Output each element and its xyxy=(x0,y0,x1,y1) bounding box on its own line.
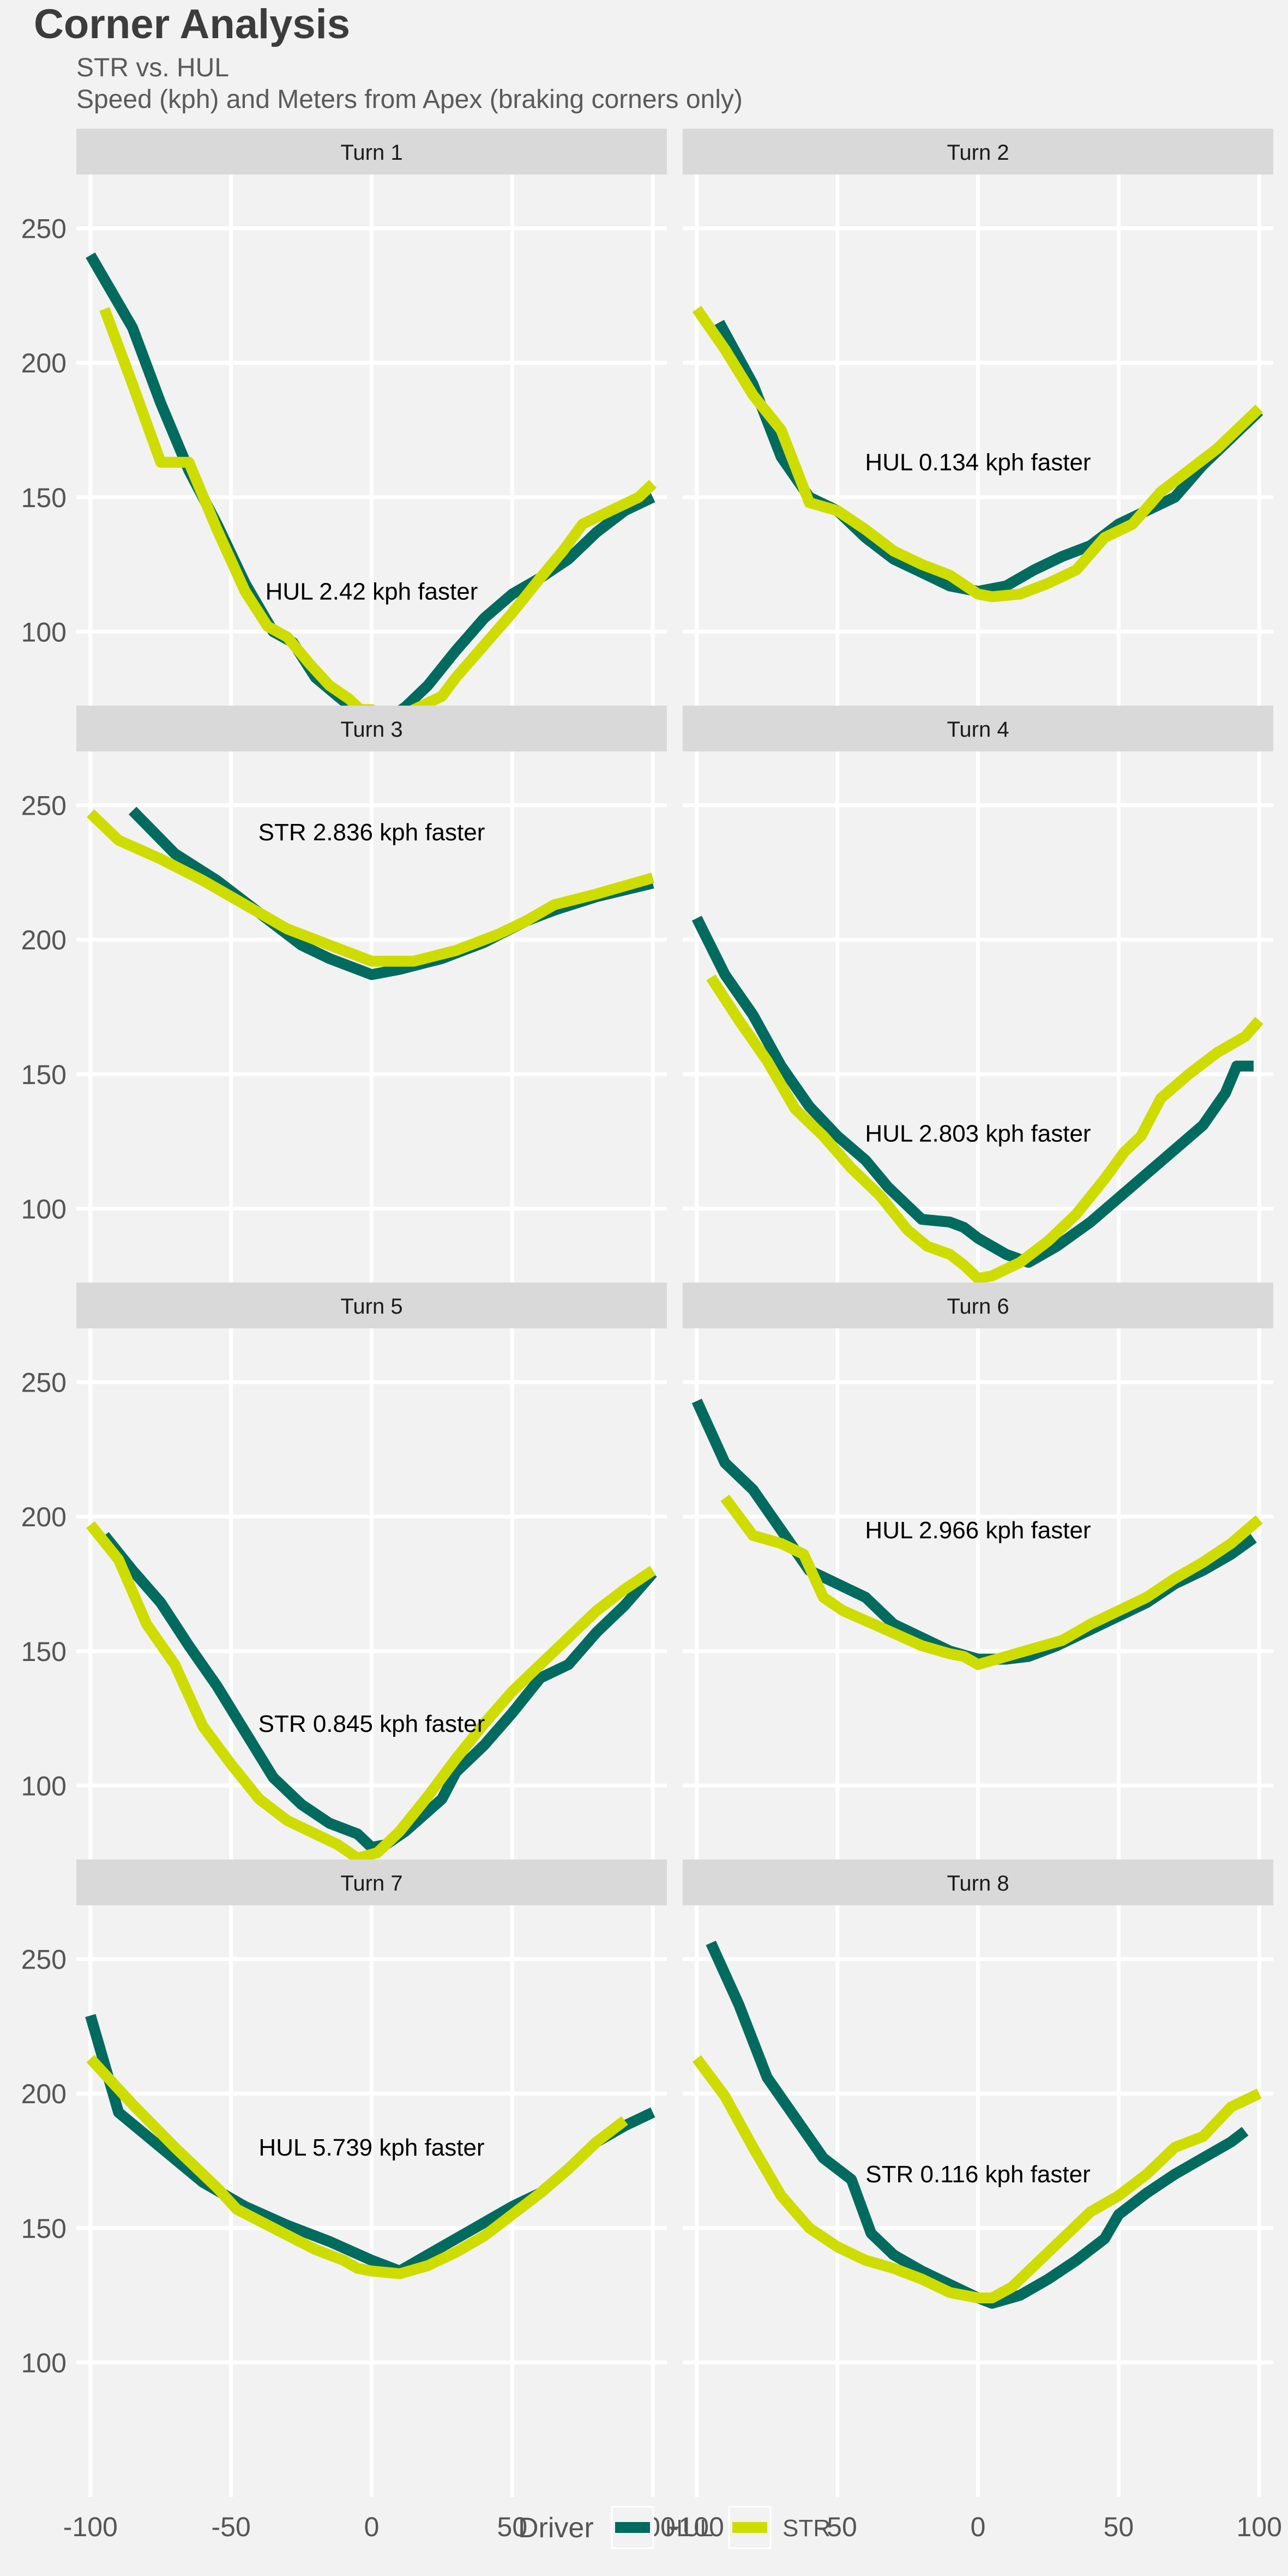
x-tick-label: -100 xyxy=(63,2512,118,2542)
facet-strip xyxy=(683,1283,1273,1328)
difference-annotation: HUL 0.134 kph faster xyxy=(865,449,1091,476)
facet-panel: Turn 8 STR 0.116 kph faster -100 -50 0 50 100 xyxy=(670,1859,1282,2542)
legend-label: STR xyxy=(783,2515,830,2542)
facet-strip xyxy=(683,1859,1273,1905)
legend: Driver HUL STR xyxy=(518,2506,830,2549)
facet-panel: Turn 2 HUL 0.134 kph faster xyxy=(683,129,1273,766)
series-line-str xyxy=(86,1521,656,1864)
facet-strip xyxy=(76,1283,667,1328)
facet-strip xyxy=(76,706,667,751)
facet-label: Turn 2 xyxy=(947,141,1009,165)
facet-strip xyxy=(76,129,667,174)
facet-label: Turn 5 xyxy=(340,1295,402,1319)
facet-label: Turn 7 xyxy=(340,1871,402,1895)
difference-annotation: STR 0.845 kph faster xyxy=(258,1711,485,1737)
x-tick-label: 0 xyxy=(364,2512,380,2542)
facet-label: Turn 4 xyxy=(947,718,1009,742)
y-tick-label: 100 xyxy=(21,617,67,647)
difference-annotation: STR 2.836 kph faster xyxy=(258,819,485,846)
chart-title: Corner Analysis xyxy=(34,1,350,47)
series-line-str xyxy=(720,1494,1263,1670)
series-line-str xyxy=(86,809,654,967)
y-tick-label: 250 xyxy=(21,1945,67,1975)
facet-panel: Turn 6 HUL 2.966 kph faster xyxy=(683,1283,1273,1920)
y-tick-label: 200 xyxy=(21,1502,67,1532)
x-tick-label: -50 xyxy=(212,2512,251,2542)
x-tick-label: -50 xyxy=(818,2512,857,2542)
x-tick-label: 50 xyxy=(497,2512,528,2542)
y-tick-label: 150 xyxy=(21,483,67,513)
x-tick-label: 0 xyxy=(971,2512,986,2542)
x-tick-label: 50 xyxy=(1104,2512,1134,2542)
y-tick-label: 200 xyxy=(21,348,67,378)
y-tick-label: 250 xyxy=(21,1368,67,1398)
difference-annotation: HUL 2.42 kph faster xyxy=(266,578,478,605)
x-tick-label: 100 xyxy=(1236,2512,1281,2542)
y-tick-label: 150 xyxy=(21,2213,67,2244)
facet-panel: Turn 1 HUL 2.42 kph faster 100 150 200 250 xyxy=(21,129,667,766)
x-tick-label: -100 xyxy=(670,2512,724,2542)
facet-label: Turn 6 xyxy=(947,1295,1009,1319)
facet-panel: Turn 3 STR 2.836 kph faster 100 150 200 250 xyxy=(21,706,667,1343)
legend-label: HUL xyxy=(665,2515,713,2542)
y-tick-label: 100 xyxy=(21,1194,67,1224)
difference-annotation: HUL 2.803 kph faster xyxy=(865,1120,1091,1147)
difference-annotation: STR 0.116 kph faster xyxy=(865,2161,1091,2188)
difference-annotation: HUL 2.966 kph faster xyxy=(865,1517,1091,1544)
facet-label: Turn 8 xyxy=(947,1871,1009,1895)
series-line-str xyxy=(86,2055,628,2279)
series-line-str xyxy=(692,305,1263,603)
y-tick-label: 100 xyxy=(21,1771,67,1801)
facet-strip xyxy=(76,1859,667,1905)
series-line-hul xyxy=(691,916,1254,1268)
facet-panel: Turn 5 STR 0.845 kph faster 100 150 200 250 xyxy=(21,1283,667,1920)
y-tick-label: 250 xyxy=(21,214,67,244)
y-tick-label: 200 xyxy=(21,2079,67,2109)
facet-panel: Turn 7 HUL 5.739 kph faster 100 150 200 250 -1… xyxy=(21,1859,676,2542)
series-line-str xyxy=(706,974,1263,1284)
y-tick-label: 100 xyxy=(21,2348,67,2378)
legend-title: Driver xyxy=(518,2512,594,2544)
legend-item-str: STR xyxy=(728,2506,830,2549)
facet-label: Turn 1 xyxy=(340,141,402,165)
series-line-str xyxy=(692,2055,1262,2303)
y-tick-label: 150 xyxy=(21,1060,67,1090)
facet-panel: Turn 4 HUL 2.803 kph faster xyxy=(683,706,1273,1343)
y-tick-label: 150 xyxy=(21,1636,67,1667)
chart-subtitle-detail: Speed (kph) and Meters from Apex (brakin… xyxy=(76,85,743,114)
facet-strip xyxy=(683,706,1273,751)
facet-label: Turn 3 xyxy=(340,718,402,742)
legend-item-hul: HUL xyxy=(611,2506,713,2549)
difference-annotation: HUL 5.739 kph faster xyxy=(258,2134,484,2161)
y-tick-label: 200 xyxy=(21,925,67,955)
facet-strip xyxy=(683,129,1273,174)
chart-subtitle: STR vs. HUL xyxy=(76,53,229,82)
y-tick-label: 250 xyxy=(21,791,67,821)
